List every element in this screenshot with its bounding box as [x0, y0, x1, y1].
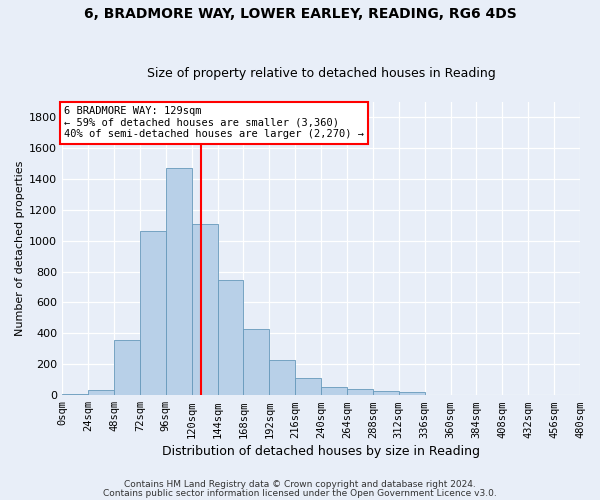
- Bar: [114, 340, 140, 395]
- Bar: [244, 328, 269, 395]
- X-axis label: Distribution of detached houses by size in Reading: Distribution of detached houses by size …: [162, 444, 480, 458]
- Bar: [88, 390, 114, 395]
- Bar: [295, 378, 321, 395]
- Bar: [218, 280, 244, 395]
- Bar: [166, 168, 191, 395]
- Y-axis label: Number of detached properties: Number of detached properties: [15, 160, 25, 336]
- Title: Size of property relative to detached houses in Reading: Size of property relative to detached ho…: [147, 66, 496, 80]
- Text: 6 BRADMORE WAY: 129sqm
← 59% of detached houses are smaller (3,360)
40% of semi-: 6 BRADMORE WAY: 129sqm ← 59% of detached…: [64, 106, 364, 140]
- Bar: [140, 232, 166, 395]
- Bar: [373, 390, 399, 395]
- Bar: [347, 389, 373, 395]
- Text: Contains public sector information licensed under the Open Government Licence v3: Contains public sector information licen…: [103, 489, 497, 498]
- Text: 6, BRADMORE WAY, LOWER EARLEY, READING, RG6 4DS: 6, BRADMORE WAY, LOWER EARLEY, READING, …: [83, 8, 517, 22]
- Bar: [269, 360, 295, 395]
- Bar: [62, 394, 88, 395]
- Bar: [399, 392, 425, 395]
- Bar: [321, 388, 347, 395]
- Text: Contains HM Land Registry data © Crown copyright and database right 2024.: Contains HM Land Registry data © Crown c…: [124, 480, 476, 489]
- Bar: [191, 224, 218, 395]
